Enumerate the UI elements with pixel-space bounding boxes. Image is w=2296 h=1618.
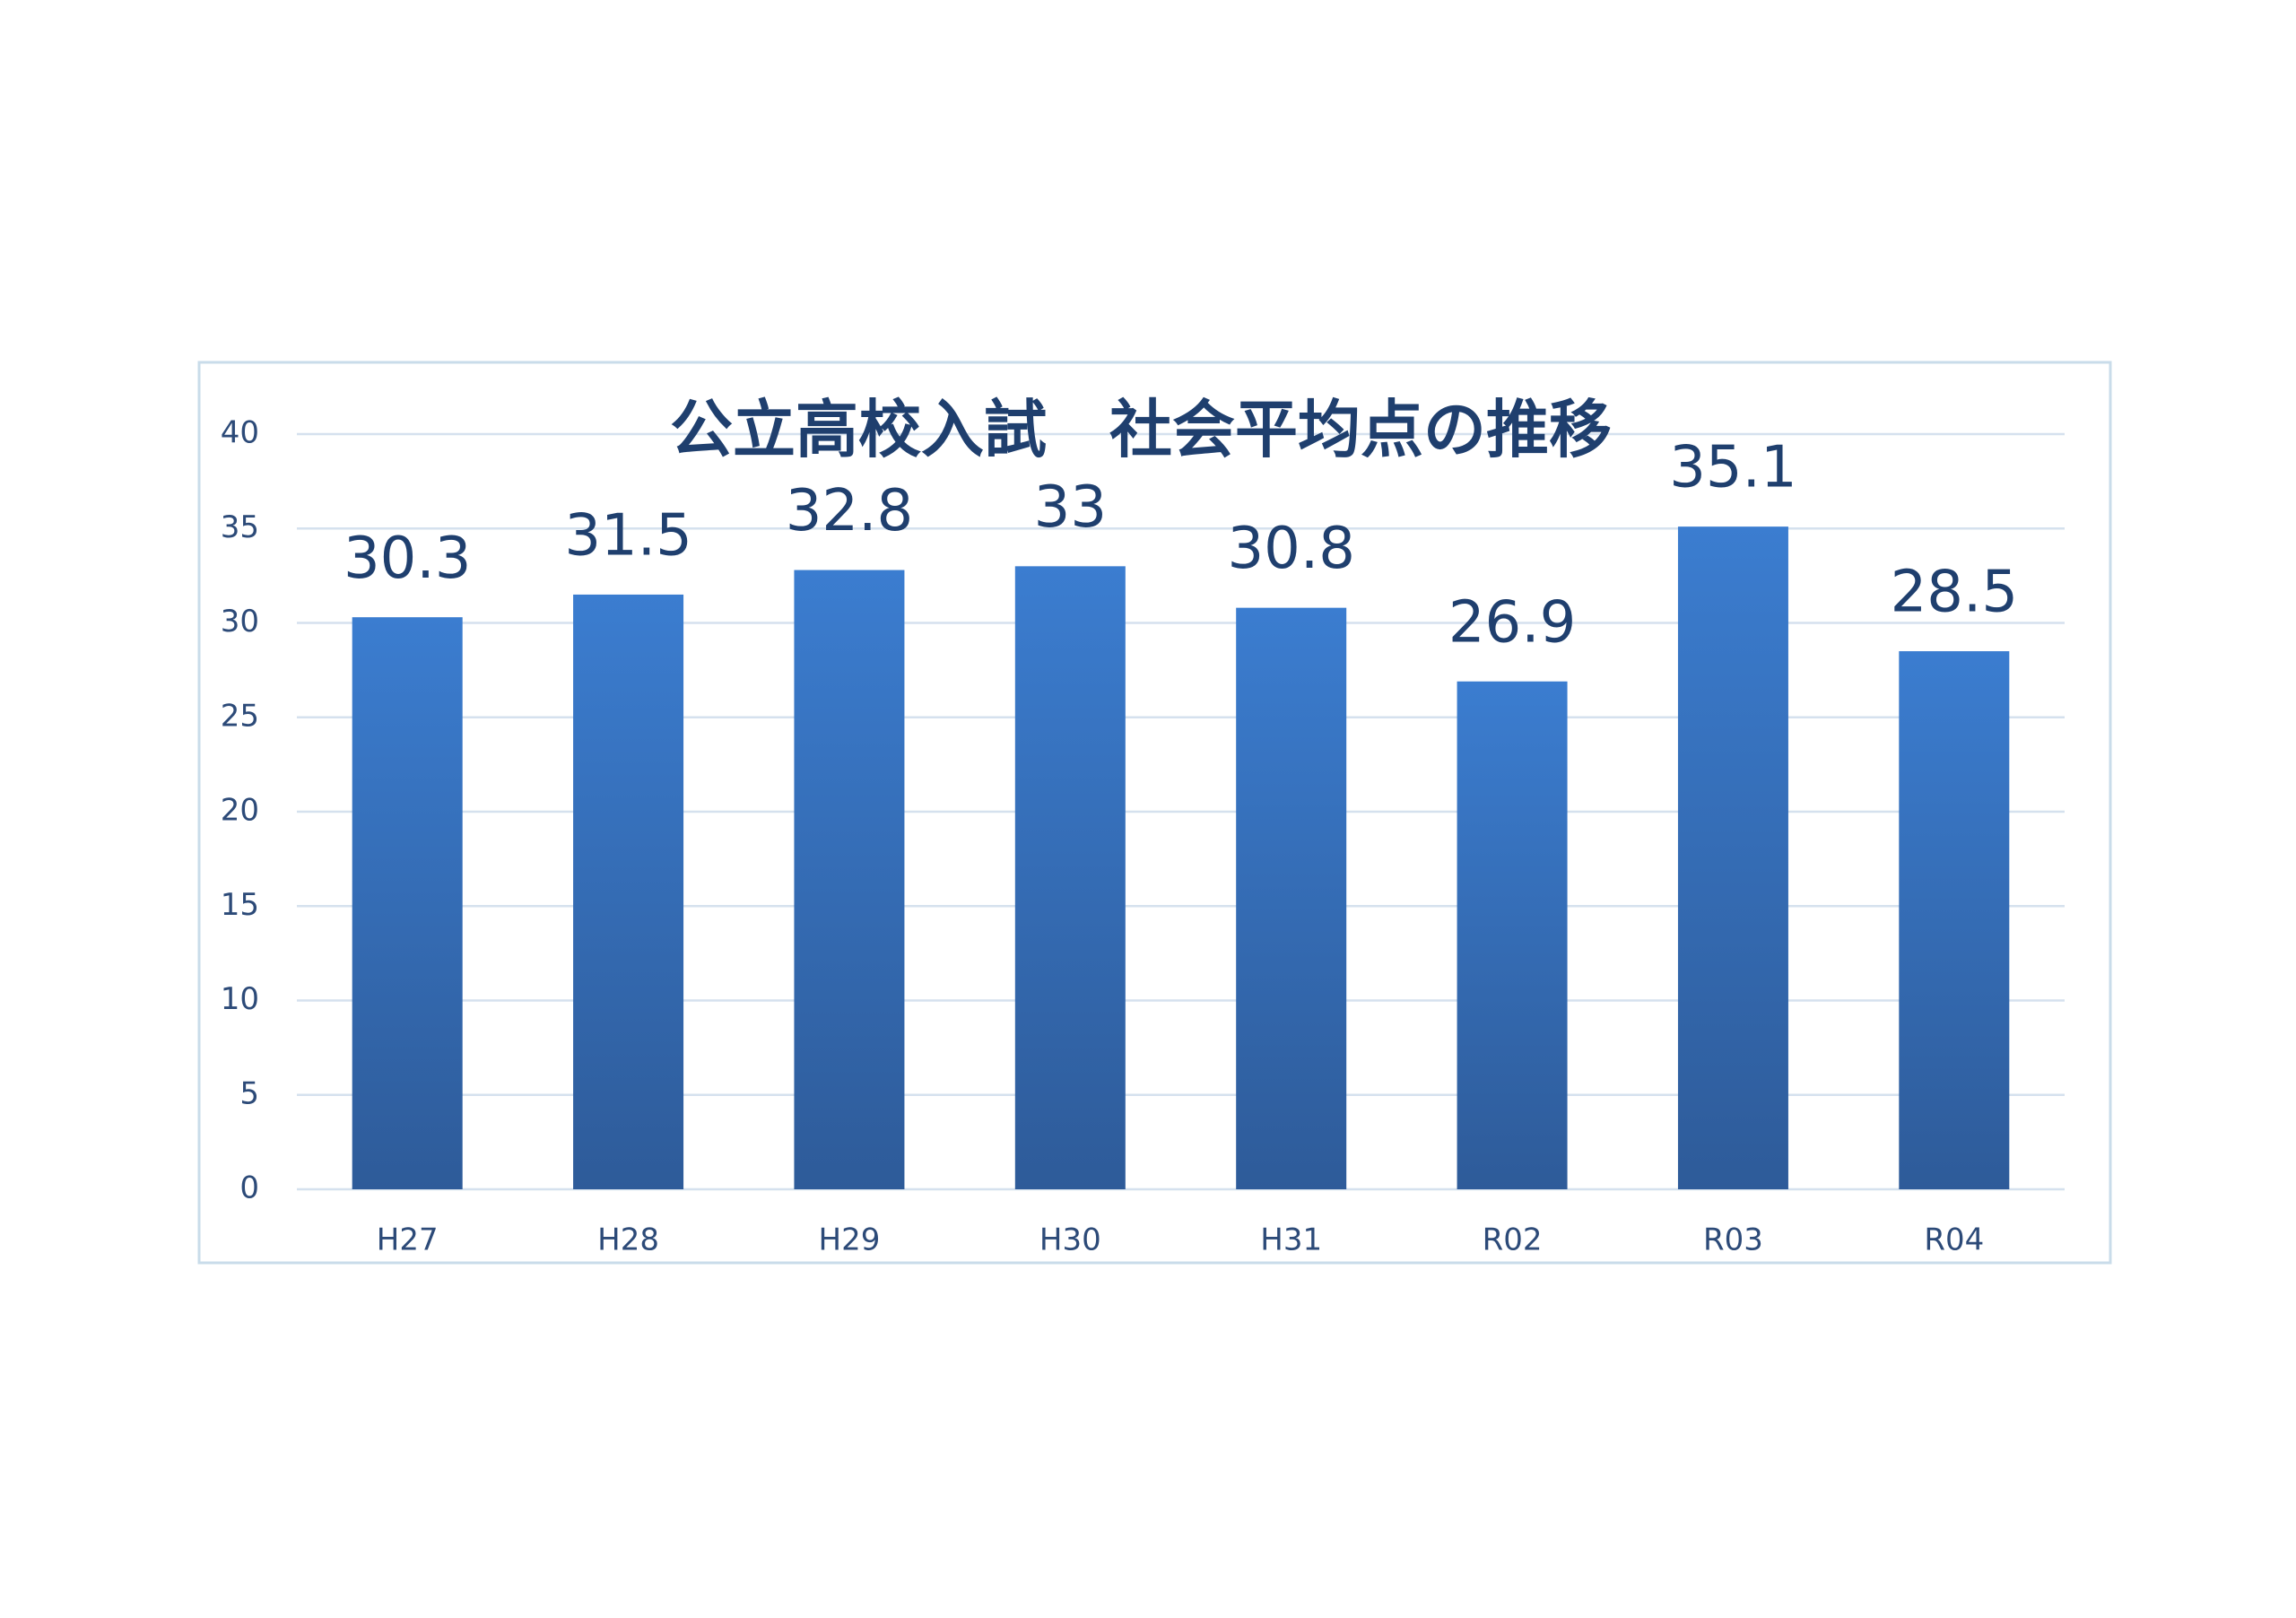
y-tick-label: 5 (239, 1075, 259, 1111)
bar (1457, 681, 1568, 1189)
bar (1014, 566, 1126, 1189)
data-label: 30.8 (1227, 516, 1355, 582)
y-tick-label: 0 (239, 1170, 259, 1206)
data-label: 35.1 (1669, 435, 1797, 501)
data-label: 26.9 (1448, 589, 1577, 656)
y-tick-label: 40 (221, 415, 259, 451)
x-tick-label: H31 (1260, 1222, 1322, 1258)
bar (573, 594, 684, 1189)
y-tick-label: 25 (221, 698, 259, 734)
bar (352, 617, 463, 1189)
x-tick-label: R02 (1483, 1222, 1543, 1258)
data-label: 31.5 (564, 503, 692, 570)
bar (1236, 607, 1347, 1189)
data-label: 33 (1034, 474, 1107, 541)
x-tick-label: H29 (819, 1222, 881, 1258)
bar (1899, 651, 2010, 1189)
bar (1677, 526, 1788, 1189)
y-tick-label: 30 (221, 604, 259, 639)
x-tick-label: R04 (1924, 1222, 1984, 1258)
y-tick-label: 20 (221, 793, 259, 829)
y-tick-label: 10 (221, 981, 259, 1017)
y-tick-label: 15 (221, 887, 259, 923)
data-label: 28.5 (1891, 560, 2019, 626)
data-label: 30.3 (344, 526, 472, 592)
x-tick-label: R03 (1703, 1222, 1763, 1258)
chart-title: 公立高校入試 社会平均点の推移 (670, 393, 1612, 466)
x-tick-label: H30 (1039, 1222, 1101, 1258)
y-tick-label: 35 (221, 509, 259, 545)
x-tick-label: H28 (597, 1222, 659, 1258)
bar (794, 570, 905, 1189)
data-label: 32.8 (786, 478, 914, 544)
x-tick-label: H27 (377, 1222, 439, 1258)
